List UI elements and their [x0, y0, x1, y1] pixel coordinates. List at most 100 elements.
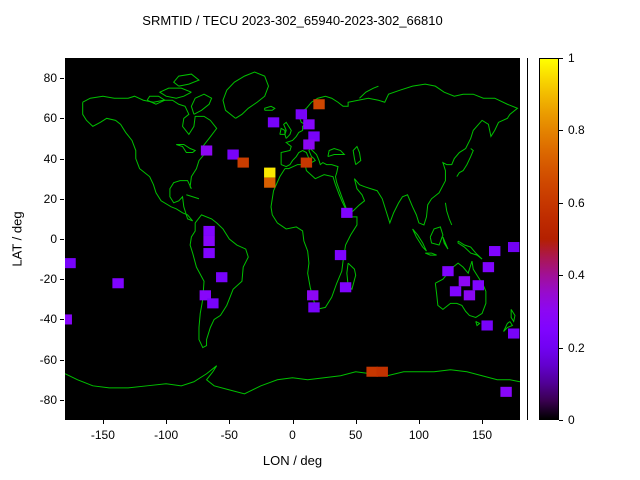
- y-tick-mark: [60, 359, 64, 361]
- heatmap-cell: [463, 290, 476, 301]
- y-tick-mark: [60, 399, 64, 401]
- plot-colorbar-separator-line: [527, 58, 528, 420]
- heatmap-cell: [482, 262, 495, 273]
- coastline: [160, 88, 192, 98]
- heatmap-cell: [307, 290, 319, 301]
- heatmap-cell: [339, 282, 352, 293]
- x-tick-mark: [482, 420, 484, 424]
- chart-title: SRMTID / TECU 2023-302_65940-2023-302_66…: [142, 13, 443, 28]
- y-tick-mark: [60, 158, 64, 160]
- colorbar-tick-mark: [559, 347, 563, 349]
- coastline: [328, 149, 344, 157]
- heatmap-cell: [237, 157, 249, 168]
- y-tick-label: 20: [43, 191, 57, 206]
- x-tick-mark: [229, 420, 231, 424]
- y-tick-mark: [60, 239, 64, 240]
- x-axis-label: LON / deg: [262, 453, 323, 468]
- heatmap-cell: [295, 109, 308, 120]
- heatmap-cell: [376, 366, 388, 377]
- coastline: [265, 106, 275, 110]
- x-tick-mark: [418, 420, 420, 424]
- heatmap-cell: [199, 290, 211, 301]
- heatmap-cell: [264, 167, 276, 178]
- heatmap-cell: [65, 314, 72, 325]
- y-tick-label: 60: [43, 111, 57, 126]
- colorbar-tick-label: 1: [568, 51, 575, 65]
- x-tick-mark: [292, 420, 294, 424]
- heatmap-cell: [112, 278, 124, 289]
- coastline: [174, 74, 199, 86]
- coastline: [413, 229, 427, 251]
- colorbar-tick-label: 0.6: [568, 195, 585, 210]
- coastline: [347, 263, 356, 289]
- y-tick-label: -20: [39, 272, 57, 287]
- colorbar-tick-mark: [559, 202, 563, 204]
- heatmap-cell: [507, 328, 520, 339]
- heatmap-cell: [203, 235, 215, 247]
- coastline: [430, 227, 443, 245]
- y-tick-label: -80: [39, 392, 57, 407]
- x-tick-label: 50: [349, 428, 363, 442]
- colorbar-tick-mark: [559, 58, 563, 59]
- x-tick-label: -50: [220, 428, 238, 442]
- coastline: [443, 237, 448, 249]
- heatmap-cell: [203, 248, 215, 259]
- colorbar-tick-label: 0.2: [568, 340, 585, 355]
- heatmap-cell: [341, 207, 353, 218]
- coastline: [476, 321, 480, 325]
- heatmap-cell: [303, 139, 315, 150]
- coastline: [186, 195, 199, 199]
- coastline: [280, 128, 285, 134]
- y-tick-label: -40: [39, 312, 57, 327]
- coastline: [190, 215, 248, 348]
- heatmap-cell: [481, 320, 493, 331]
- x-tick-label: -100: [154, 428, 179, 442]
- x-tick-label: 100: [408, 428, 429, 442]
- coastline: [359, 86, 378, 98]
- colorbar-tick-mark: [559, 130, 563, 132]
- coastline: [457, 149, 473, 177]
- y-tick-label: 80: [43, 71, 57, 86]
- heatmap-cell: [507, 242, 520, 253]
- heatmap-cell: [203, 225, 215, 236]
- heatmap-cell: [308, 131, 320, 142]
- coastline: [445, 203, 451, 225]
- coastline: [65, 366, 520, 394]
- y-tick-mark: [60, 279, 64, 281]
- heatmap-cell: [458, 276, 471, 287]
- x-tick-mark: [166, 420, 168, 424]
- coastline: [176, 144, 195, 152]
- heatmap-cell: [65, 258, 76, 269]
- y-tick-label: 0: [50, 232, 57, 246]
- coastline: [435, 261, 486, 317]
- world-map-svg: [65, 58, 520, 420]
- heatmap-cell: [264, 177, 276, 188]
- heatmap-cell: [300, 157, 313, 168]
- heatmap-cell: [313, 99, 325, 110]
- x-tick-mark: [102, 420, 104, 424]
- heatmap-cell: [227, 149, 239, 160]
- heatmap-cell: [500, 386, 512, 397]
- coastline: [147, 96, 165, 104]
- y-tick-mark: [60, 198, 64, 200]
- coastline: [353, 146, 361, 164]
- colorbar-tick-label: 0: [568, 413, 575, 427]
- coastline: [511, 309, 515, 321]
- heatmap-cell: [472, 280, 484, 291]
- y-tick-mark: [60, 118, 64, 120]
- coastline: [223, 72, 269, 118]
- x-tick-label: 0: [289, 428, 296, 442]
- heatmap-cell: [303, 119, 315, 130]
- heatmap-cell: [442, 266, 454, 277]
- y-tick-label: -60: [39, 352, 57, 367]
- coastline: [191, 94, 211, 114]
- x-tick-label: 150: [472, 428, 493, 442]
- heatmap-cell: [334, 250, 347, 261]
- heatmap-cell: [200, 145, 213, 156]
- colorbar-tick-mark: [559, 275, 563, 277]
- coastline: [458, 241, 482, 259]
- x-tick-label: -150: [90, 428, 115, 442]
- heatmap-cell: [308, 302, 320, 313]
- y-tick-label: 40: [43, 151, 57, 166]
